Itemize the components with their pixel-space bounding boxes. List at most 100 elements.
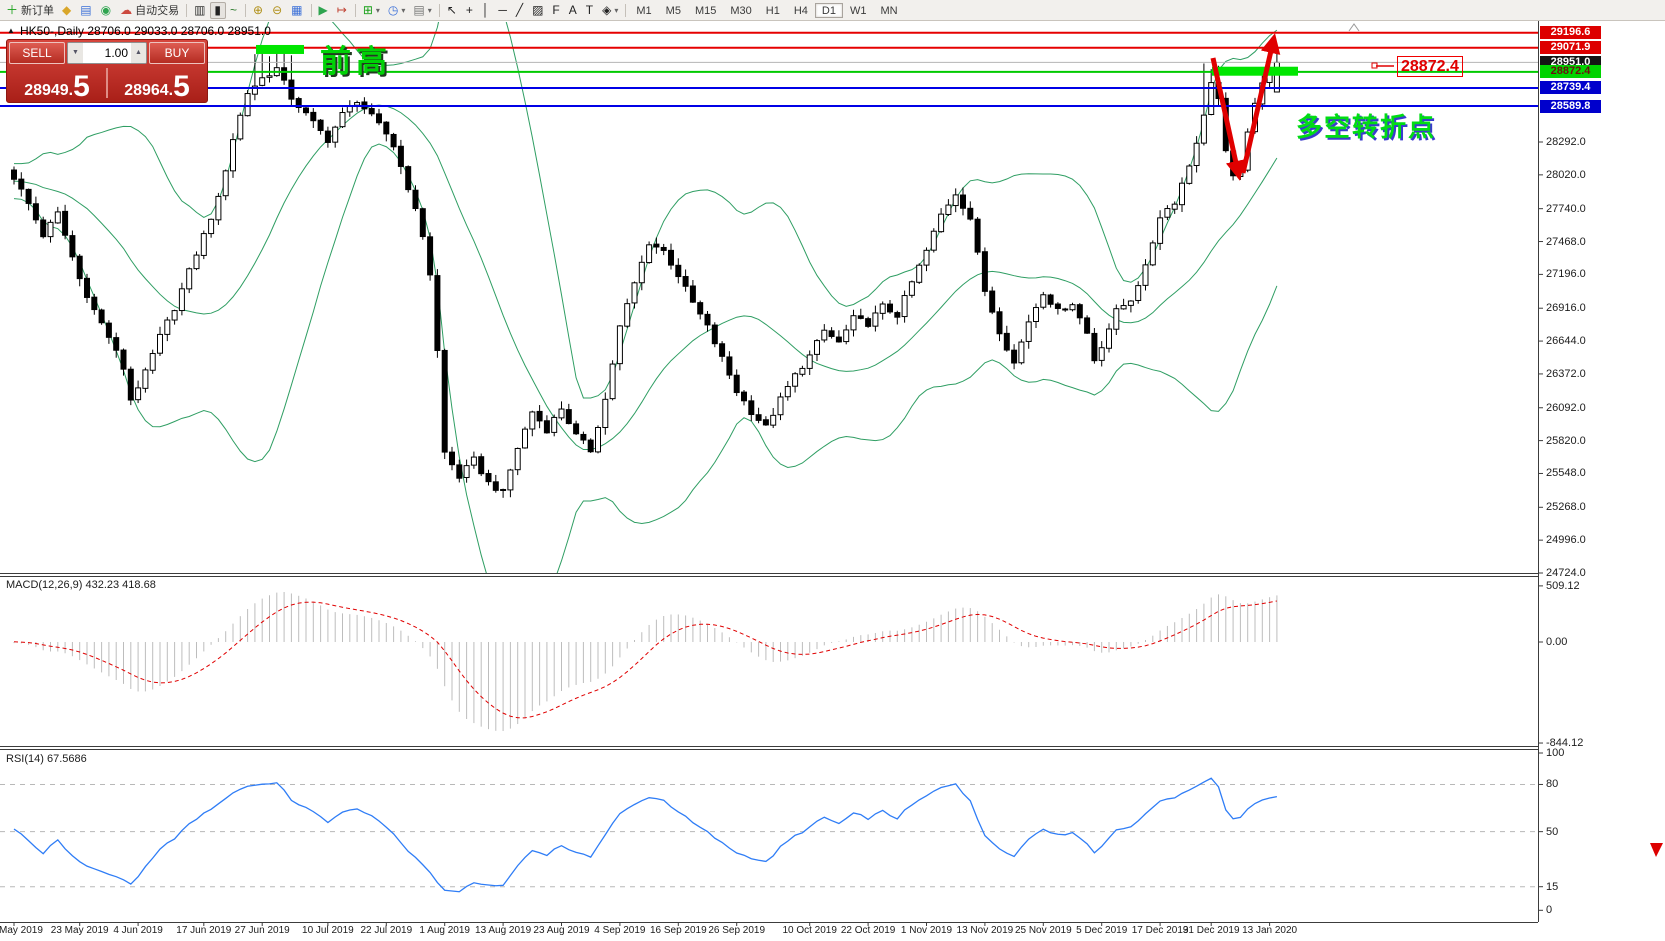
annotation-pivot-point[interactable]: 多空转折点: [1296, 112, 1437, 142]
candle-body: [1069, 304, 1076, 311]
line-chart-icon[interactable]: ~: [226, 2, 242, 19]
macd-signal-line: [13, 600, 1277, 719]
market-watch-icon: ◆: [62, 3, 72, 17]
crosshair-icon[interactable]: +: [462, 2, 478, 19]
candle-body: [1106, 328, 1112, 349]
candle-body: [397, 145, 404, 167]
candle-body: [551, 416, 558, 433]
timeframe-M5[interactable]: M5: [659, 3, 688, 18]
price-divider: [106, 68, 108, 98]
cursor-icon[interactable]: ↖: [443, 2, 462, 19]
tile-windows-icon[interactable]: ▦: [287, 2, 307, 19]
candle-body: [281, 67, 288, 81]
sell-button[interactable]: SELL: [9, 42, 65, 64]
bollinger-band: [13, 104, 1278, 450]
chart-shift-icon: ↦: [336, 3, 347, 17]
volume-input[interactable]: [83, 43, 131, 63]
timeframe-M1[interactable]: M1: [629, 3, 658, 18]
indicators-button[interactable]: ⊞ ▾: [359, 2, 384, 19]
candle-body: [777, 396, 784, 416]
candle-body: [945, 204, 952, 215]
channel-icon[interactable]: ▨: [528, 2, 548, 19]
candle-body: [675, 264, 682, 278]
label-icon[interactable]: T: [582, 2, 598, 19]
autotrading-button[interactable]: ☁ 自动交易: [116, 2, 183, 19]
rsi-axis-tick: 80: [1546, 778, 1559, 791]
candle-body: [748, 400, 755, 416]
volume-increase-button[interactable]: ▲: [131, 43, 146, 63]
green-highlight-bar[interactable]: [1212, 66, 1298, 76]
candle-body: [565, 409, 572, 425]
one-click-trading-panel[interactable]: SELL ▼ ▲ BUY 28949.5 28964.5: [6, 39, 208, 103]
timeframe-D1[interactable]: D1: [814, 2, 843, 18]
candle-body: [1113, 308, 1120, 330]
channel-icon: ▨: [532, 3, 544, 17]
candle-body: [580, 433, 587, 441]
buy-button[interactable]: BUY: [149, 42, 205, 64]
text-icon[interactable]: A: [565, 2, 582, 19]
toolbar-separator: [310, 3, 312, 17]
candle-body: [1062, 308, 1069, 311]
zoom-out-icon[interactable]: ⊖: [268, 2, 287, 19]
candle-body: [1040, 294, 1047, 308]
bar-chart-icon[interactable]: ▥: [190, 2, 210, 19]
green-highlight-bar[interactable]: [256, 44, 304, 54]
annotation-previous-high[interactable]: 前高: [320, 44, 392, 79]
candle-body: [1127, 300, 1134, 306]
red-trend-arrow[interactable]: [1240, 33, 1281, 174]
new-order-button[interactable]: ＋新订单: [2, 2, 58, 19]
timeframe-MN[interactable]: MN: [873, 3, 904, 18]
timeframe-M30[interactable]: M30: [723, 3, 758, 18]
candle-body: [47, 221, 54, 238]
annotation-price-callout[interactable]: 28872.4: [1397, 56, 1463, 77]
vertical-line-icon: │: [481, 3, 490, 17]
volume-decrease-button[interactable]: ▼: [68, 43, 83, 63]
signal-icon[interactable]: ◉: [97, 2, 116, 19]
auto-scroll-icon[interactable]: ▶: [315, 2, 333, 19]
horizontal-line-icon[interactable]: ─: [494, 2, 512, 19]
candle-body: [485, 473, 492, 483]
candle-body: [879, 303, 886, 314]
candle-body: [573, 423, 580, 435]
candle-body: [405, 166, 412, 191]
candle-body: [478, 456, 485, 475]
chart-shift-icon[interactable]: ↦: [333, 2, 352, 19]
candlestick-chart-icon[interactable]: ▮: [210, 1, 227, 19]
timeframe-H1[interactable]: H1: [759, 3, 787, 18]
macd-pane[interactable]: [13, 592, 1278, 731]
candle-body: [755, 414, 762, 421]
market-watch-icon[interactable]: ◆: [58, 2, 76, 19]
candle-body: [215, 195, 222, 221]
candle-body: [719, 343, 726, 357]
timeframe-W1[interactable]: W1: [843, 3, 874, 18]
templates-button: ▤: [413, 3, 425, 17]
fibonacci-icon[interactable]: F: [548, 2, 564, 19]
rsi-pane[interactable]: [0, 777, 1538, 893]
candle-body: [938, 213, 945, 233]
main-price-pane[interactable]: [0, 0, 1538, 632]
candle-body: [514, 447, 521, 471]
volume-stepper[interactable]: ▼ ▲: [67, 42, 147, 64]
candle-body: [536, 410, 543, 422]
timeframe-H4[interactable]: H4: [787, 3, 815, 18]
zoom-in-icon[interactable]: ⊕: [249, 2, 268, 19]
red-trend-arrow[interactable]: [1210, 57, 1246, 181]
panel-collapse-arrow[interactable]: ▲: [7, 26, 15, 35]
shapes-button[interactable]: ◈ ▾: [598, 2, 622, 19]
periods-button: ◷: [387, 3, 399, 17]
candle-body: [40, 219, 47, 238]
chart-window-icon[interactable]: ▤: [76, 2, 96, 19]
date-axis-label: 27 Jun 2019: [234, 925, 290, 936]
periods-button[interactable]: ◷ ▾: [384, 2, 410, 19]
candle-body: [609, 363, 616, 400]
candle-body: [266, 75, 273, 78]
vertical-line-icon[interactable]: │: [478, 2, 495, 19]
trendline-icon[interactable]: ╱: [512, 2, 528, 19]
date-axis-label: 10 Jul 2019: [302, 925, 354, 936]
candle-body: [427, 236, 434, 276]
templates-button[interactable]: ▤ ▾: [409, 2, 435, 19]
candle-body: [251, 85, 258, 95]
timeframe-M15[interactable]: M15: [688, 3, 723, 18]
candle-body: [113, 337, 120, 351]
